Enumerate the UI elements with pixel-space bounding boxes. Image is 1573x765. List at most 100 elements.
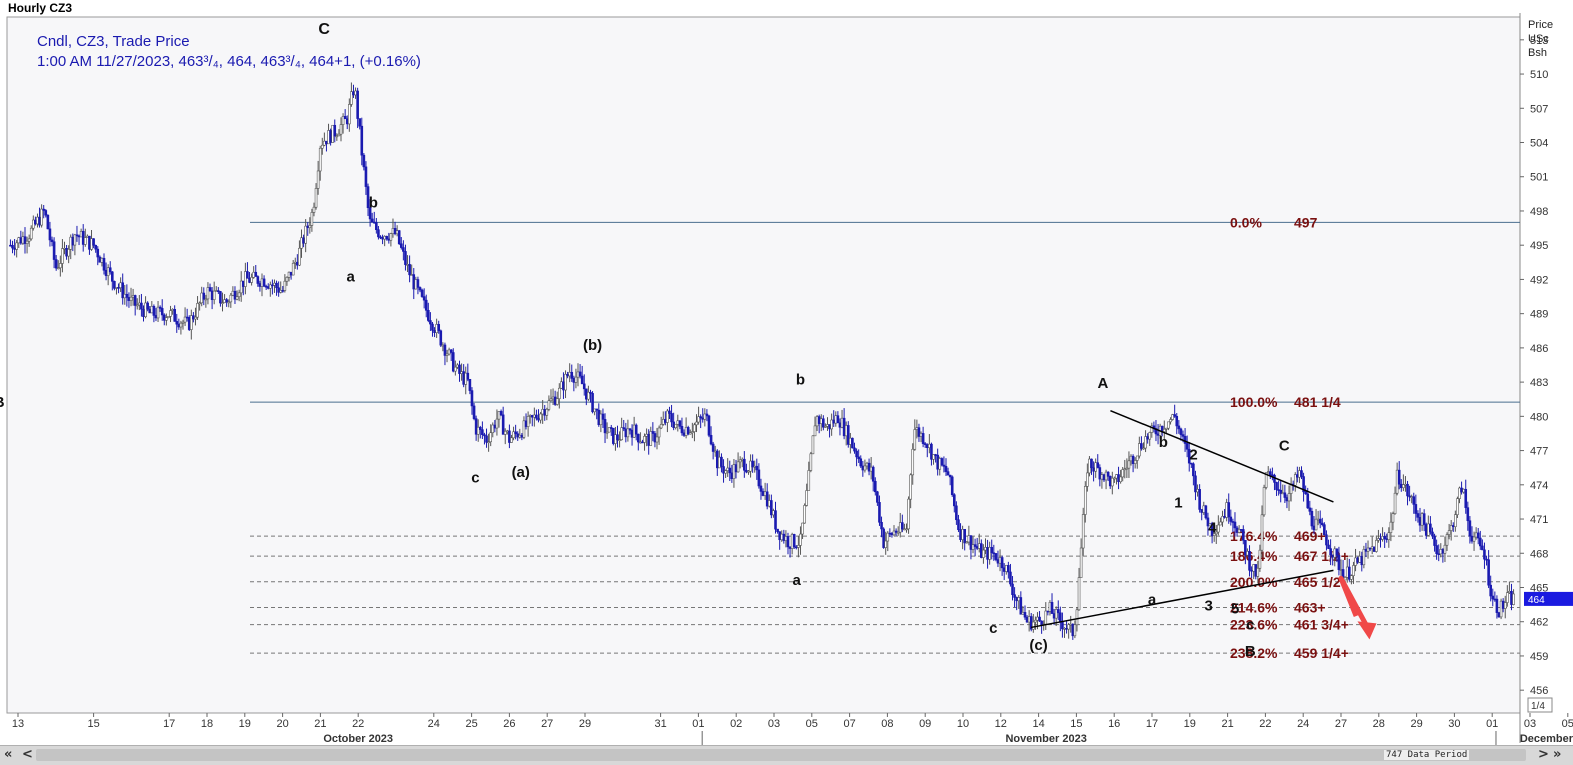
x-tick-label: 10 <box>957 718 969 730</box>
fib-level-percent: 0.0% <box>1230 214 1262 230</box>
candle-body <box>495 418 499 429</box>
candle-body <box>759 485 763 492</box>
candle-body <box>977 543 981 549</box>
candle-body <box>855 450 858 458</box>
candle-body <box>206 287 210 300</box>
candle-body <box>98 256 102 263</box>
y-tick-label: 465 <box>1530 582 1548 594</box>
candle-body <box>414 279 418 290</box>
candle-body <box>1038 616 1041 622</box>
candle-body <box>399 243 403 248</box>
y-tick-label: 474 <box>1530 480 1548 492</box>
candle-body <box>306 225 310 229</box>
x-tick-label: 05 <box>1562 718 1573 730</box>
candle-body <box>171 309 174 311</box>
scroll-first-button[interactable]: « <box>4 747 13 762</box>
candle-body <box>418 287 422 291</box>
candle-body <box>424 299 428 311</box>
candle-body <box>1081 514 1085 549</box>
candle-body <box>225 299 228 303</box>
candle-body <box>1125 467 1129 470</box>
candle-body <box>851 437 854 449</box>
scroll-last-button[interactable]: » <box>1553 747 1562 762</box>
x-tick-label: 21 <box>314 718 326 730</box>
candle-body <box>370 218 374 223</box>
candle-body <box>111 271 114 282</box>
candle-body <box>765 491 769 507</box>
candle-body <box>636 433 640 443</box>
y-tick-label: 510 <box>1530 69 1548 81</box>
candle-body <box>83 237 87 245</box>
fib-level-price: 463+ <box>1294 599 1326 615</box>
candle-body <box>678 420 682 427</box>
candle-body <box>316 170 320 189</box>
candle-body <box>237 292 241 298</box>
candle-body <box>173 309 176 322</box>
candle-body <box>986 547 989 560</box>
candle-body <box>526 416 530 427</box>
candle-body <box>1198 489 1201 510</box>
candle-body <box>620 427 623 441</box>
candle-body <box>545 409 549 416</box>
candle-body <box>1233 521 1237 529</box>
candle-body <box>1017 597 1021 602</box>
candle-body <box>1119 476 1122 483</box>
candle-body <box>1298 470 1301 478</box>
x-tick-label: 22 <box>352 718 364 730</box>
scroll-next-button[interactable]: > <box>1538 747 1549 762</box>
scroll-prev-button[interactable]: < <box>22 747 33 762</box>
candle-body <box>331 124 334 143</box>
candle-body <box>684 427 688 436</box>
candle-body <box>917 427 921 437</box>
candle-body <box>113 281 116 289</box>
candle-body <box>422 296 426 301</box>
candle-body <box>1503 602 1507 609</box>
candle-body <box>730 472 734 480</box>
candle-body <box>119 282 122 288</box>
candle-body <box>946 471 950 476</box>
candle-body <box>329 130 332 143</box>
candle-body <box>1260 514 1264 551</box>
fib-level-price: 465 1/2 <box>1294 574 1341 590</box>
candle-body <box>938 458 942 470</box>
candle-body <box>1083 486 1087 515</box>
candle-body <box>15 242 18 250</box>
candle-body <box>156 306 160 319</box>
candle-body <box>1246 551 1249 556</box>
candle-body <box>360 125 364 156</box>
candle-body <box>1293 474 1297 486</box>
candle-body <box>1196 489 1199 493</box>
candle-body <box>560 381 563 389</box>
candle-body <box>395 230 399 235</box>
candle-body <box>1439 549 1443 555</box>
candle-body <box>104 269 108 276</box>
candle-body <box>1221 516 1224 523</box>
candle-body <box>1175 415 1179 427</box>
candle-body <box>674 423 678 429</box>
candle-body <box>1165 427 1168 430</box>
candle-body <box>50 239 54 243</box>
candle-body <box>641 441 644 444</box>
candle-body <box>1470 535 1474 542</box>
candle-body <box>626 428 630 438</box>
candle-body <box>1002 567 1006 572</box>
candle-body <box>757 469 761 487</box>
candle-body <box>890 532 894 536</box>
y-tick-label: 480 <box>1530 411 1548 423</box>
candle-body <box>508 430 511 443</box>
candle-body <box>950 476 954 496</box>
candle-body <box>582 383 586 390</box>
candle-body <box>281 290 285 292</box>
candle-body <box>886 532 890 542</box>
candle-body <box>680 426 684 434</box>
wave-label: 5 <box>1231 601 1239 618</box>
candle-body <box>158 306 162 309</box>
candle-body <box>1027 616 1031 623</box>
candle-body <box>106 267 110 276</box>
candle-body <box>774 510 777 530</box>
candle-body <box>834 415 838 424</box>
candle-body <box>1466 507 1470 522</box>
time-scrollbar[interactable] <box>36 749 1526 761</box>
candle-body <box>13 247 16 250</box>
